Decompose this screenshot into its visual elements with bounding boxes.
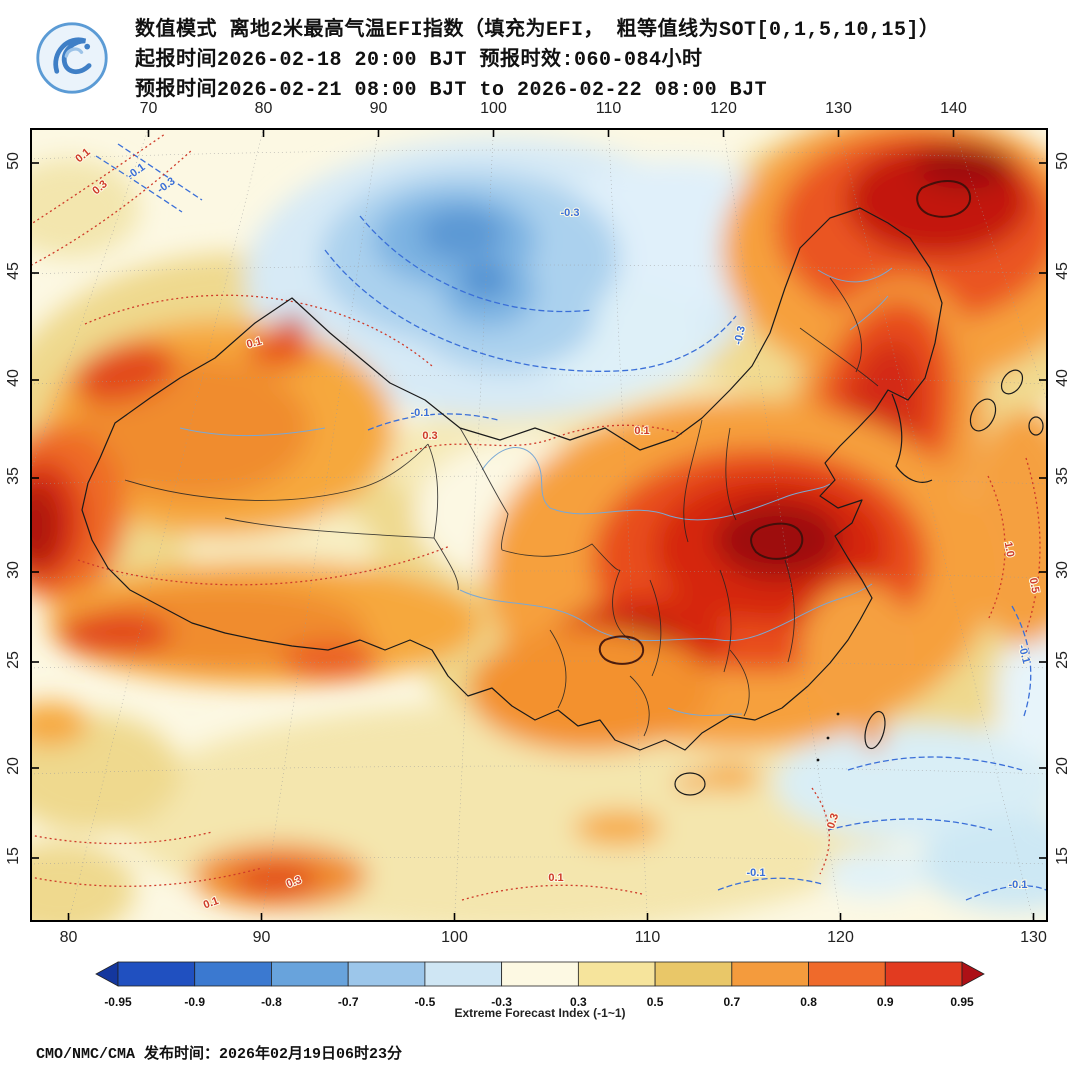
colorbar-segment: [577, 961, 656, 987]
colorbar-segment: [731, 961, 809, 987]
title-line-3: 预报时间2026-02-21 08:00 BJT to 2026-02-22 0…: [135, 79, 768, 102]
colorbar-tick-label: -0.95: [104, 995, 132, 1009]
contour-label: -0.3: [561, 207, 580, 219]
contour-label: 0.1: [245, 335, 263, 351]
axis-tick-label: 45: [5, 262, 22, 280]
axis-tick-label: 20: [5, 757, 22, 775]
axis-tick-label: 80: [59, 929, 78, 946]
national-borders: [81, 207, 1044, 796]
colorbar-caption: Extreme Forecast Index (-1~1): [454, 1006, 626, 1020]
colorbar-tick-label: -0.5: [415, 995, 436, 1009]
contour-label: -0.1: [747, 867, 766, 879]
colorbar-tick-label: 0.8: [800, 995, 817, 1009]
axis-tick-label: 40: [1054, 369, 1071, 387]
negative-efi-contours: [95, 143, 1047, 901]
footer-text: CMO/NMC/CMA 发布时间：2026年02月19日06时23分: [36, 1046, 403, 1063]
axis-tick-label: 45: [1054, 262, 1071, 280]
colorbar-tick-label: 0.7: [723, 995, 740, 1009]
rivers: [179, 267, 893, 716]
colorbar-tick-label: -0.9: [184, 995, 205, 1009]
map-panel: 0.1 0.3 -0.1 -0.3 -0.3 -0.3 0.1 -0.1 0.3 0.1 1.0 0.…: [30, 128, 1048, 922]
axis-tick-label: 90: [252, 929, 271, 946]
axis-tick-label: 15: [5, 847, 22, 865]
contour-label: -0.1: [411, 407, 430, 419]
colorbar: -0.95 -0.9 -0.8 -0.7 -0.5 -0.3 0.3 0.5 0.7 0.8 0.9…: [95, 961, 985, 1009]
colorbar-segment: [117, 961, 196, 987]
colorbar-tick-label: 0.9: [877, 995, 894, 1009]
axis-tick-label: 25: [1054, 651, 1071, 669]
contour-label: -0.1: [1009, 879, 1028, 891]
title-block: 数值模式 离地2米最高气温EFI指数（填充为EFI， 粗等值线为SOT[0,1,…: [135, 16, 940, 106]
axis-tick-label: 130: [1020, 929, 1047, 946]
contour-label: 0.5: [1027, 577, 1041, 594]
graticule: [30, 128, 1048, 922]
colorbar-tick-label: -0.3: [491, 995, 512, 1009]
map-frame: [30, 128, 1048, 922]
colorbar-arrow: [95, 961, 119, 987]
colorbar-tick-label: -0.8: [261, 995, 282, 1009]
colorbar-segment: [347, 961, 426, 987]
efi-filled-contours: [30, 128, 1048, 922]
axis-tick-label: 35: [5, 467, 22, 485]
colorbar-segment: [884, 961, 963, 987]
colorbar-segment: [271, 961, 349, 987]
axis-tick-label: 50: [1054, 152, 1071, 170]
axis-tick-label: 25: [5, 651, 22, 669]
contour-label: 0.1: [634, 425, 649, 437]
axis-tick-label: 15: [1054, 847, 1071, 865]
axis-tick-label: 110: [634, 929, 661, 946]
axis-tick-label: 40: [5, 369, 22, 387]
positive-efi-contours: [30, 133, 1041, 901]
axis-tick-label: 20: [1054, 757, 1071, 775]
axis-tick-label: 100: [441, 929, 468, 946]
province-borders: [124, 277, 879, 737]
contour-label: 0.1: [548, 872, 563, 884]
title-line-1: 数值模式 离地2米最高气温EFI指数（填充为EFI， 粗等值线为SOT[0,1,…: [135, 19, 940, 42]
contour-label: 1.0: [1002, 541, 1016, 558]
axis-tick-label: 35: [1054, 467, 1071, 485]
contour-label: 0.3: [825, 812, 841, 830]
axis-tick-label: 120: [827, 929, 854, 946]
title-line-2: 起报时间2026-02-18 20:00 BJT 预报时效:060-084小时: [135, 49, 703, 72]
colorbar-tick-label: -0.7: [338, 995, 359, 1009]
cma-logo-icon: [36, 22, 108, 94]
colorbar-tick-label: 0.95: [950, 995, 974, 1009]
efi-map: 0.10.3-0.1-0.3-0.3-0.30.1-0.10.3 0.11.00.…: [30, 128, 1048, 922]
colorbar-segment: [808, 961, 886, 987]
colorbar-segment: [501, 961, 579, 987]
colorbar-segment: [194, 961, 272, 987]
colorbar-tick-label: 0.3: [570, 995, 587, 1009]
tick-marks: [31, 129, 1047, 921]
colorbar-tick-label: 0.5: [647, 995, 664, 1009]
contour-label: -0.3: [732, 325, 748, 346]
axis-tick-label: 30: [1054, 561, 1071, 579]
axis-tick-label: 30: [5, 561, 22, 579]
contour-label: 0.3: [422, 430, 437, 442]
colorbar-arrow: [961, 961, 985, 987]
sot-thick-contours: [598, 180, 972, 665]
colorbar-segment: [654, 961, 733, 987]
contour-label: -0.1: [1016, 644, 1033, 665]
axis-tick-label: 50: [5, 152, 22, 170]
chart-header: 数值模式 离地2米最高气温EFI指数（填充为EFI， 粗等值线为SOT[0,1,…: [0, 0, 1080, 128]
colorbar-segment: [424, 961, 503, 987]
